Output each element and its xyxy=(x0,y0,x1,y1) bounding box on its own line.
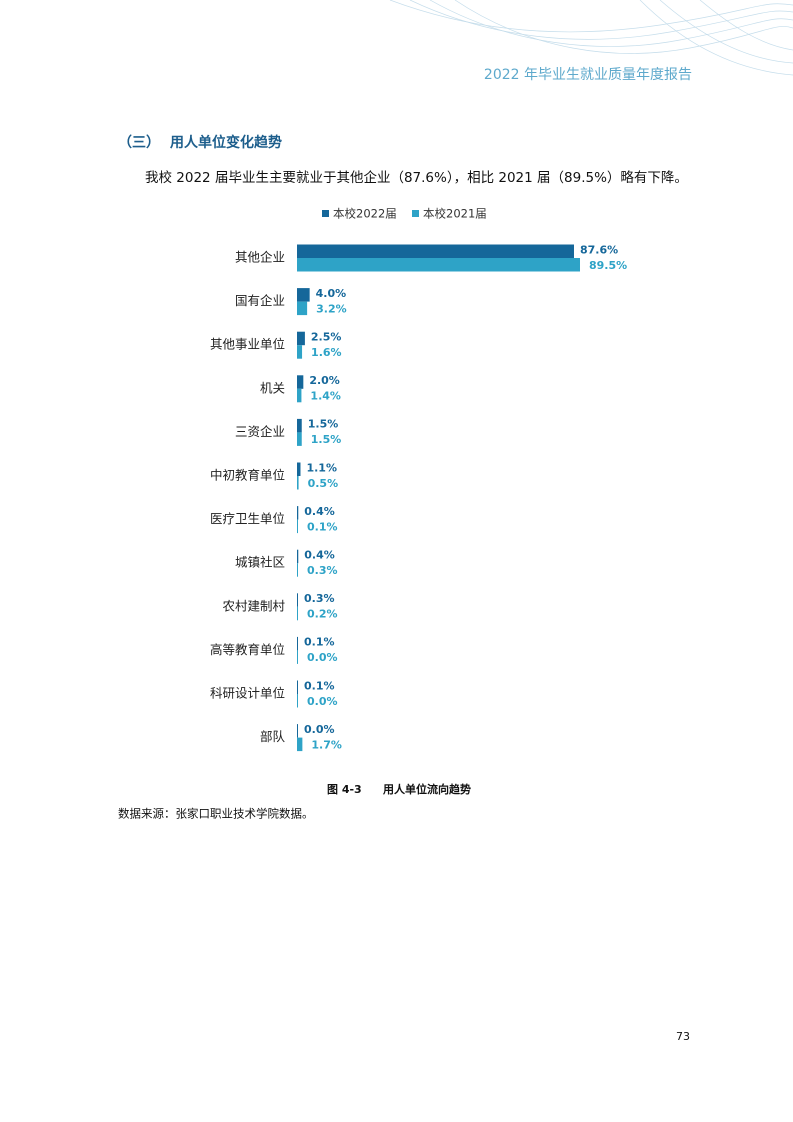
bar xyxy=(297,418,302,433)
category-label: 国有企业 xyxy=(235,293,285,308)
value-label: 4.0% xyxy=(316,287,347,300)
bar xyxy=(297,432,302,446)
category-label: 其他事业单位 xyxy=(210,337,285,352)
value-label: 0.4% xyxy=(304,505,335,518)
value-label: 1.6% xyxy=(311,346,342,359)
bar xyxy=(297,258,580,272)
bar xyxy=(297,636,298,651)
caption-title: 用人单位流向趋势 xyxy=(383,782,471,796)
value-label: 0.5% xyxy=(308,477,339,490)
bar xyxy=(297,288,310,302)
value-label: 0.0% xyxy=(304,723,335,736)
caption-label: 图 4-3 xyxy=(327,783,362,796)
bar xyxy=(297,606,298,621)
bar xyxy=(297,694,298,708)
page-number: 73 xyxy=(676,1030,690,1043)
value-label: 1.5% xyxy=(308,418,339,431)
legend-label: 本校2022届 xyxy=(333,207,397,221)
value-label: 2.0% xyxy=(309,374,340,387)
category-label: 部队 xyxy=(260,729,286,744)
value-label: 1.4% xyxy=(310,390,341,403)
legend-swatch xyxy=(322,210,329,217)
value-label: 1.5% xyxy=(311,433,342,446)
category-label: 农村建制村 xyxy=(222,598,285,613)
bar xyxy=(297,244,574,258)
category-label: 三资企业 xyxy=(235,424,285,439)
header-title: 2022 年毕业生就业质量年度报告 xyxy=(484,67,692,83)
legend-swatch xyxy=(412,210,419,217)
bar xyxy=(297,680,298,694)
value-label: 0.1% xyxy=(304,679,335,692)
value-label: 1.1% xyxy=(306,461,337,474)
value-label: 2.5% xyxy=(311,330,342,343)
value-label: 0.3% xyxy=(304,592,335,605)
category-label: 机关 xyxy=(260,380,285,395)
bar xyxy=(297,724,298,738)
bar xyxy=(297,563,298,577)
bar xyxy=(297,462,301,476)
bar xyxy=(297,549,299,564)
value-label: 0.2% xyxy=(307,608,338,621)
bar xyxy=(297,476,299,490)
source: 数据来源：张家口职业技术学院数据。 xyxy=(118,807,314,821)
header-waves xyxy=(389,0,793,76)
value-label: 3.2% xyxy=(316,302,347,315)
bar xyxy=(297,506,299,520)
value-label: 1.7% xyxy=(311,738,342,751)
value-label: 0.0% xyxy=(307,651,338,664)
value-label: 89.5% xyxy=(589,259,627,272)
bar xyxy=(297,650,298,664)
bar xyxy=(297,737,303,752)
category-label: 高等教育单位 xyxy=(210,642,285,657)
value-label: 0.1% xyxy=(307,520,338,533)
bar xyxy=(297,519,298,534)
category-label: 中初教育单位 xyxy=(210,468,285,483)
value-label: 0.3% xyxy=(307,564,338,577)
bar xyxy=(297,301,308,316)
section-heading: 用人单位变化趋势 xyxy=(170,134,282,151)
category-label: 科研设计单位 xyxy=(210,686,285,701)
category-label: 医疗卫生单位 xyxy=(210,511,285,526)
bar xyxy=(297,331,305,346)
legend-label: 本校2021届 xyxy=(423,207,487,221)
paragraph: 我校 2022 届毕业生主要就业于其他企业（87.6%），相比 2021 届（8… xyxy=(145,169,688,186)
bar xyxy=(297,593,298,607)
value-label: 87.6% xyxy=(580,243,618,256)
value-label: 0.0% xyxy=(307,695,338,708)
value-label: 0.1% xyxy=(304,636,335,649)
value-label: 0.4% xyxy=(304,548,335,561)
section-number: （三） xyxy=(118,135,160,151)
category-label: 城镇社区 xyxy=(235,555,285,570)
category-label: 其他企业 xyxy=(235,250,285,265)
bar xyxy=(297,388,302,403)
bar xyxy=(297,345,303,359)
bar xyxy=(297,375,304,389)
